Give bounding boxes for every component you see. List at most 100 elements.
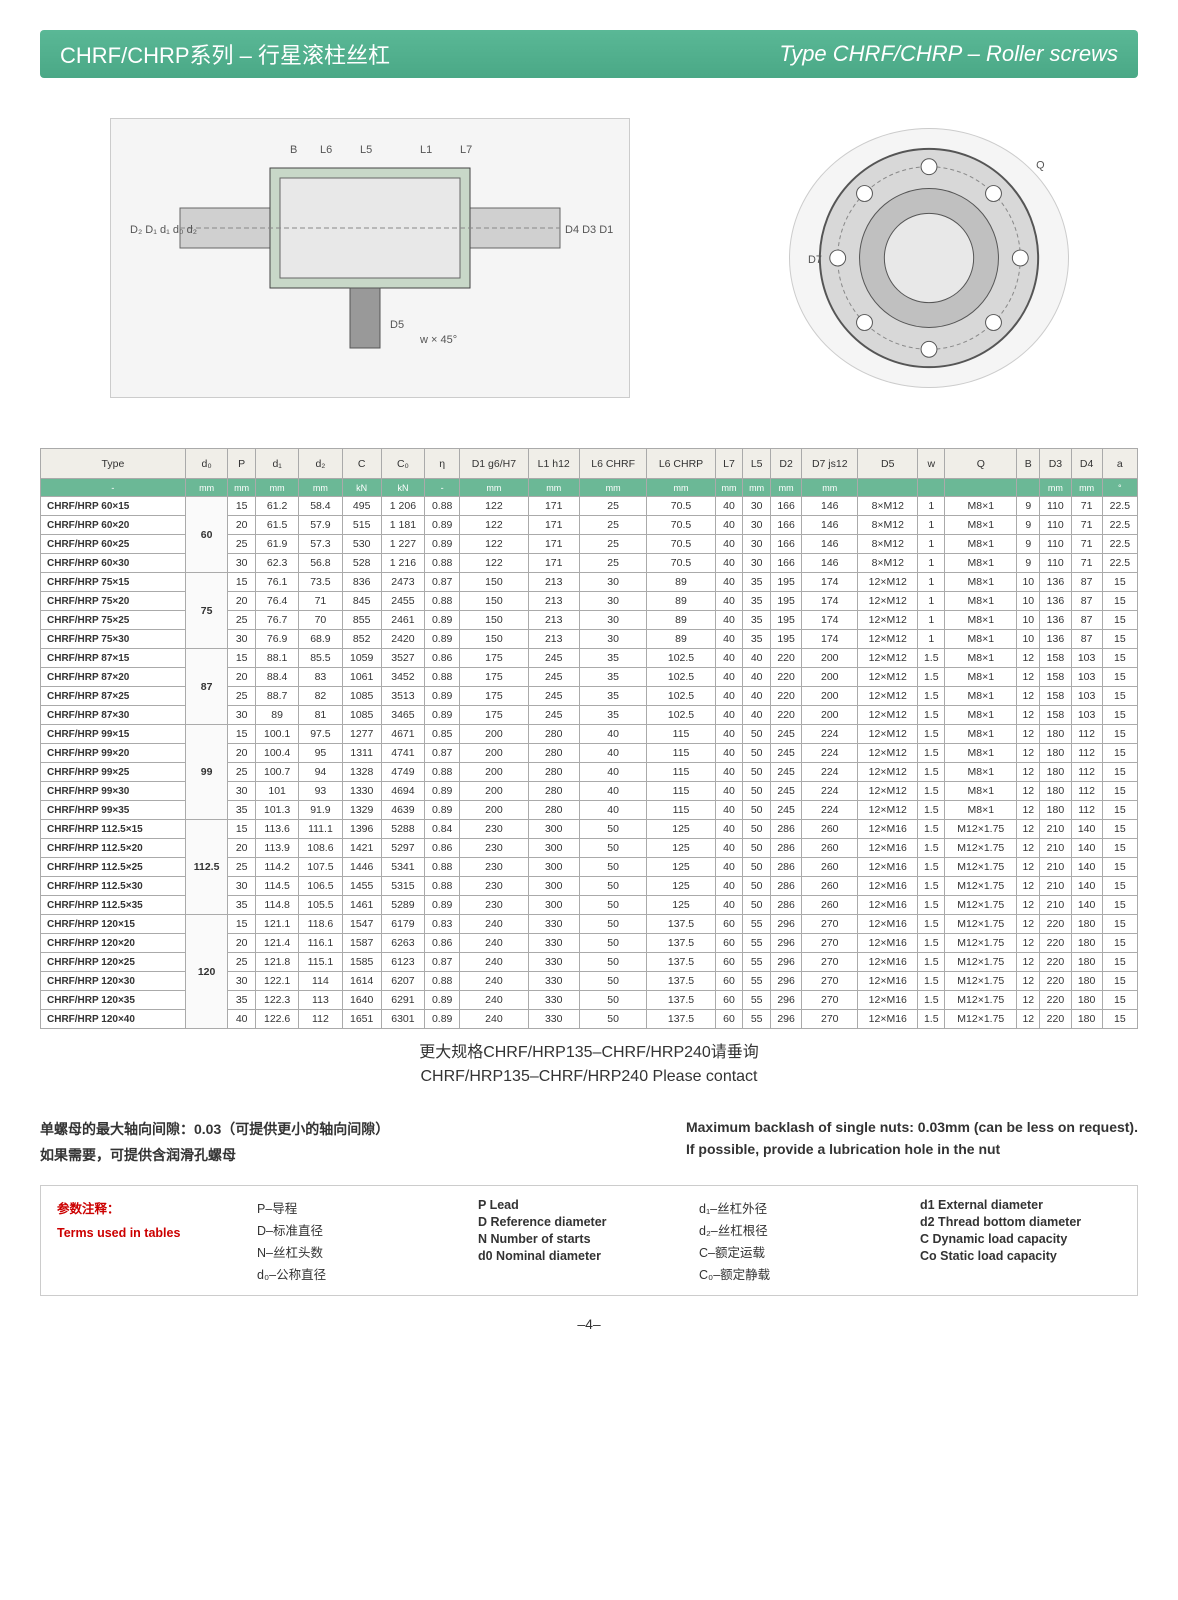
data-cell: 1.5 [918, 839, 945, 858]
data-cell: 89 [647, 611, 715, 630]
term-line: d₀–公称直径 [257, 1264, 458, 1283]
type-cell: CHRF/HRP 112.5×35 [41, 896, 186, 915]
data-cell: 210 [1040, 896, 1071, 915]
type-cell: CHRF/HRP 87×20 [41, 668, 186, 687]
data-cell: M8×1 [945, 782, 1017, 801]
spec-table: Typed₀Pd₁d₂CC₀ηD1 g6/H7L1 h12L6 CHRFL6 C… [40, 448, 1138, 1029]
data-cell: 50 [579, 858, 646, 877]
type-cell: CHRF/HRP 60×25 [41, 535, 186, 554]
data-cell: 89 [647, 592, 715, 611]
data-cell: 286 [771, 877, 802, 896]
data-cell: 12 [1017, 744, 1040, 763]
data-cell: 240 [460, 915, 528, 934]
data-cell: 35 [228, 896, 256, 915]
contact-cn: 更大规格CHRF/HRP135–CHRF/HRP240请垂询 [40, 1041, 1138, 1065]
data-cell: 22.5 [1102, 497, 1137, 516]
data-cell: 71 [1071, 497, 1102, 516]
data-cell: 12×M16 [858, 934, 918, 953]
data-cell: 30 [228, 706, 256, 725]
data-cell: 102.5 [647, 706, 715, 725]
data-cell: 220 [1040, 972, 1071, 991]
data-cell: 1.5 [918, 763, 945, 782]
data-cell: 224 [802, 725, 858, 744]
data-cell: 40 [715, 877, 743, 896]
data-cell: 30 [579, 630, 646, 649]
terms-header-cn: 参数注释： [57, 1198, 237, 1217]
data-cell: 180 [1040, 744, 1071, 763]
data-cell: 12 [1017, 782, 1040, 801]
data-cell: 5315 [381, 877, 424, 896]
data-cell: 1.5 [918, 972, 945, 991]
data-cell: 280 [528, 725, 579, 744]
data-cell: 174 [802, 573, 858, 592]
data-cell: 15 [1102, 649, 1137, 668]
data-cell: 140 [1071, 858, 1102, 877]
data-cell: 108.6 [299, 839, 342, 858]
data-cell: 15 [228, 573, 256, 592]
data-cell: 6291 [381, 991, 424, 1010]
data-cell: 530 [342, 535, 381, 554]
data-cell: 112 [1071, 725, 1102, 744]
data-cell: 15 [1102, 896, 1137, 915]
data-cell: 60 [715, 1010, 743, 1029]
data-cell: 50 [579, 953, 646, 972]
data-cell: 0.88 [425, 592, 460, 611]
data-cell: 115 [647, 744, 715, 763]
data-cell: 200 [802, 668, 858, 687]
table-row: CHRF/HRP 112.5×15112.515113.6111.1139652… [41, 820, 1138, 839]
data-cell: 116.1 [299, 934, 342, 953]
data-cell: 4639 [381, 801, 424, 820]
data-cell: 166 [771, 516, 802, 535]
data-cell: 15 [1102, 573, 1137, 592]
data-cell: 15 [1102, 1010, 1137, 1029]
data-cell: 175 [460, 706, 528, 725]
data-cell: 5297 [381, 839, 424, 858]
data-cell: 3465 [381, 706, 424, 725]
data-cell: 1.5 [918, 858, 945, 877]
contact-en: CHRF/HRP135–CHRF/HRP240 Please contact [40, 1065, 1138, 1089]
data-cell: 30 [743, 554, 771, 573]
data-cell: 12×M12 [858, 763, 918, 782]
data-cell: 0.89 [425, 782, 460, 801]
data-cell: 15 [1102, 991, 1137, 1010]
data-cell: 330 [528, 991, 579, 1010]
table-row: CHRF/HRP 99×159915100.197.5127746710.852… [41, 725, 1138, 744]
data-cell: 195 [771, 630, 802, 649]
data-cell: 35 [579, 668, 646, 687]
data-cell: 240 [460, 934, 528, 953]
col-header: C [342, 449, 381, 479]
data-cell: 2461 [381, 611, 424, 630]
data-cell: 114.5 [256, 877, 299, 896]
data-cell: 12×M16 [858, 915, 918, 934]
data-cell: 200 [802, 706, 858, 725]
data-cell: 260 [802, 877, 858, 896]
data-cell: 1.5 [918, 668, 945, 687]
data-cell: 137.5 [647, 972, 715, 991]
data-cell: 245 [771, 744, 802, 763]
col-unit [918, 479, 945, 497]
col-unit: mm [528, 479, 579, 497]
data-cell: 15 [1102, 763, 1137, 782]
data-cell: 40 [715, 725, 743, 744]
data-cell: 1330 [342, 782, 381, 801]
data-cell: 83 [299, 668, 342, 687]
data-cell: 0.86 [425, 839, 460, 858]
data-cell: 174 [802, 592, 858, 611]
data-cell: 112 [299, 1010, 342, 1029]
data-cell: 0.88 [425, 497, 460, 516]
col-unit: mm [647, 479, 715, 497]
data-cell: 50 [743, 896, 771, 915]
data-cell: 260 [802, 858, 858, 877]
data-cell: 1 181 [381, 516, 424, 535]
col-header: D5 [858, 449, 918, 479]
data-cell: 180 [1071, 953, 1102, 972]
data-cell: 200 [460, 763, 528, 782]
data-cell: 195 [771, 592, 802, 611]
data-cell: 121.4 [256, 934, 299, 953]
data-cell: 70.5 [647, 516, 715, 535]
d0-cell: 112.5 [185, 820, 227, 915]
data-cell: 171 [528, 497, 579, 516]
type-cell: CHRF/HRP 120×20 [41, 934, 186, 953]
term-line: P Lead [478, 1198, 679, 1212]
col-header: C₀ [381, 449, 424, 479]
